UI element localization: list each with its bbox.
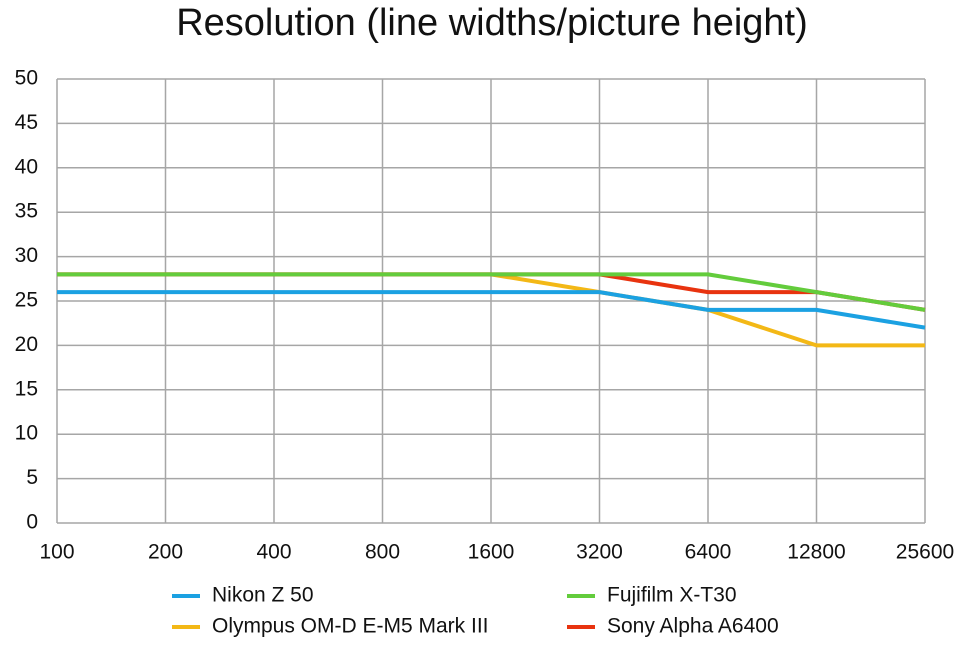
x-tick-label: 800 [365, 541, 400, 564]
y-tick-label: 50 [15, 67, 38, 90]
x-tick-label: 200 [148, 541, 183, 564]
y-tick-label: 0 [26, 511, 38, 534]
chart-title: Resolution (line widths/picture height) [176, 2, 808, 44]
y-tick-label: 30 [15, 244, 38, 267]
y-tick-label: 45 [15, 111, 38, 134]
y-tick-label: 25 [15, 289, 38, 312]
legend-label: Sony Alpha A6400 [607, 615, 779, 638]
x-tick-label: 1600 [468, 541, 515, 564]
y-tick-label: 20 [15, 333, 38, 356]
series-line [57, 272, 926, 312]
legend-label: Fujifilm X-T30 [607, 584, 737, 607]
y-tick-label: 15 [15, 377, 38, 400]
x-tick-label: 12800 [787, 541, 845, 564]
y-tick-label: 5 [26, 466, 38, 489]
series-line [57, 290, 926, 330]
x-tick-label: 3200 [576, 541, 623, 564]
y-tick-label: 40 [15, 155, 38, 178]
x-tick-label: 100 [39, 541, 74, 564]
y-tick-label: 35 [15, 200, 38, 223]
x-tick-label: 400 [256, 541, 291, 564]
legend-label: Olympus OM-D E-M5 Mark III [212, 615, 489, 638]
x-tick-label: 6400 [685, 541, 732, 564]
legend-label: Nikon Z 50 [212, 584, 314, 607]
x-tick-label: 25600 [896, 541, 954, 564]
y-tick-label: 10 [15, 422, 38, 445]
